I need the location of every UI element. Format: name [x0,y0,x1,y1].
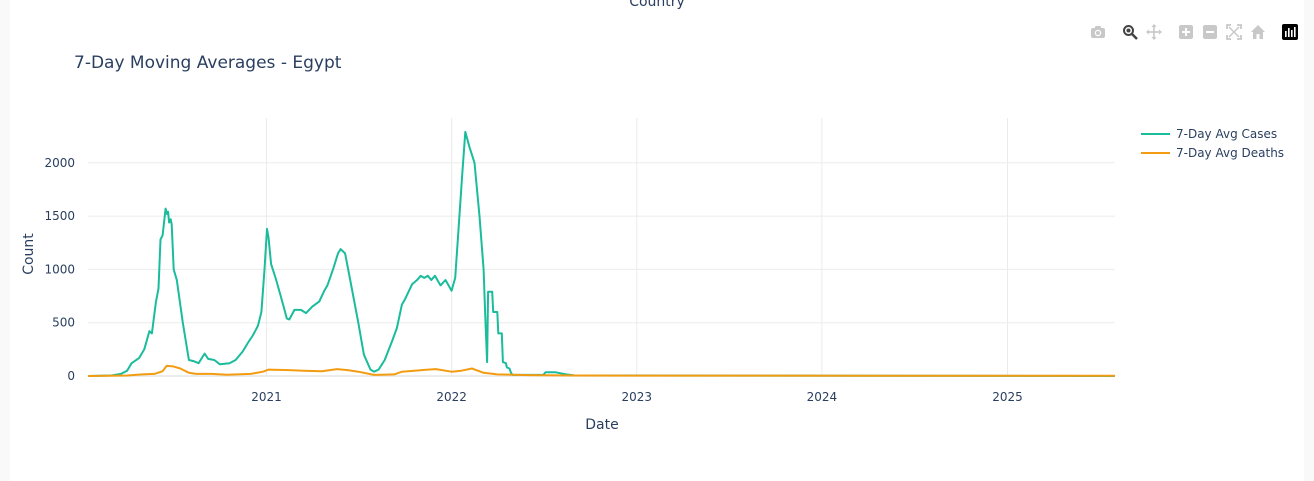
x-axis-title: Date [585,417,618,433]
chart-title: 7-Day Moving Averages - Egypt [74,53,342,73]
plotly-logo-button[interactable] [1280,22,1300,42]
y-tick-labels: 0 500 1000 1500 2000 [44,156,75,383]
top-label: Country [629,0,685,10]
pan-icon [1146,24,1162,40]
camera-icon [1091,26,1105,38]
camera-button[interactable] [1088,22,1108,42]
legend-label: 7-Day Avg Deaths [1176,146,1284,160]
y-tick-label: 0 [67,369,75,383]
legend-item-0[interactable]: 7-Day Avg Cases [1141,127,1277,141]
zoom-out-button[interactable] [1200,22,1220,42]
legend: 7-Day Avg Cases 7-Day Avg Deaths [1141,127,1284,160]
zoom-icon [1123,25,1138,40]
autoscale-button[interactable] [1224,22,1244,42]
reset-axes-button[interactable] [1248,22,1268,42]
x-tick-label: 2024 [807,390,838,404]
zoom-in-button[interactable] [1176,22,1196,42]
x-tick-label: 2022 [436,390,467,404]
reset-axes-icon [1251,25,1265,39]
y-axis-title: Count [21,233,37,275]
zoom-in-icon [1179,25,1193,39]
autoscale-icon [1226,24,1242,40]
x-tick-label: 2021 [251,390,282,404]
pan-button[interactable] [1144,22,1164,42]
legend-item-1[interactable]: 7-Day Avg Deaths [1141,146,1284,160]
y-tick-label: 500 [52,316,75,330]
x-tick-label: 2025 [992,390,1023,404]
legend-label: 7-Day Avg Cases [1176,127,1277,141]
plotly-logo-icon [1282,24,1298,40]
y-tick-label: 2000 [44,156,75,170]
y-tick-label: 1000 [44,262,75,276]
zoom-out-icon [1203,25,1217,39]
series-line-1 [87,364,1116,377]
series-layer [87,130,1116,377]
x-tick-label: 2023 [621,390,652,404]
x-tick-labels: 2021 2022 2023 2024 2025 [251,390,1023,404]
chart-panel [10,0,1304,481]
y-tick-label: 1500 [44,209,75,223]
series-line-0 [87,130,1116,377]
zoom-button[interactable] [1120,22,1140,42]
modebar [1084,22,1300,42]
gridlines [88,118,1115,377]
